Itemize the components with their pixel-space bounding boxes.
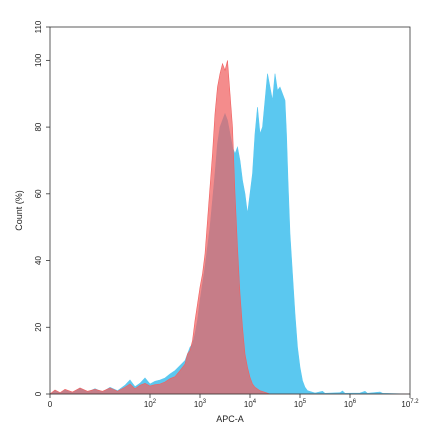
- y-tick-label: 0: [34, 391, 43, 396]
- x-tick-label: 102: [144, 399, 157, 409]
- x-tick-label: 106: [344, 399, 357, 409]
- x-tick-label: 0: [48, 400, 53, 409]
- y-tick-label: 20: [34, 322, 43, 331]
- axis-layer: 0 102 103 104 105 106 107.2 0 20 40 60 80 100 110: [34, 20, 419, 409]
- x-tick-label: 104: [244, 399, 257, 409]
- series-layer: [49, 60, 411, 395]
- histogram-series-2: [49, 60, 410, 395]
- y-tick-label: 110: [34, 20, 43, 33]
- x-tick-label: 105: [294, 399, 307, 409]
- y-tick-label: 60: [34, 189, 43, 198]
- plot-area-frame: [49, 26, 411, 395]
- x-tick-label: 103: [194, 399, 207, 409]
- y-tick-label: 40: [34, 256, 43, 265]
- y-axis-title: Count (%): [14, 190, 24, 231]
- x-tick-label: 107.2: [401, 399, 419, 409]
- y-tick-label: 100: [34, 53, 43, 67]
- y-tick-label: 80: [34, 122, 43, 131]
- x-axis-title: APC-A: [216, 414, 244, 424]
